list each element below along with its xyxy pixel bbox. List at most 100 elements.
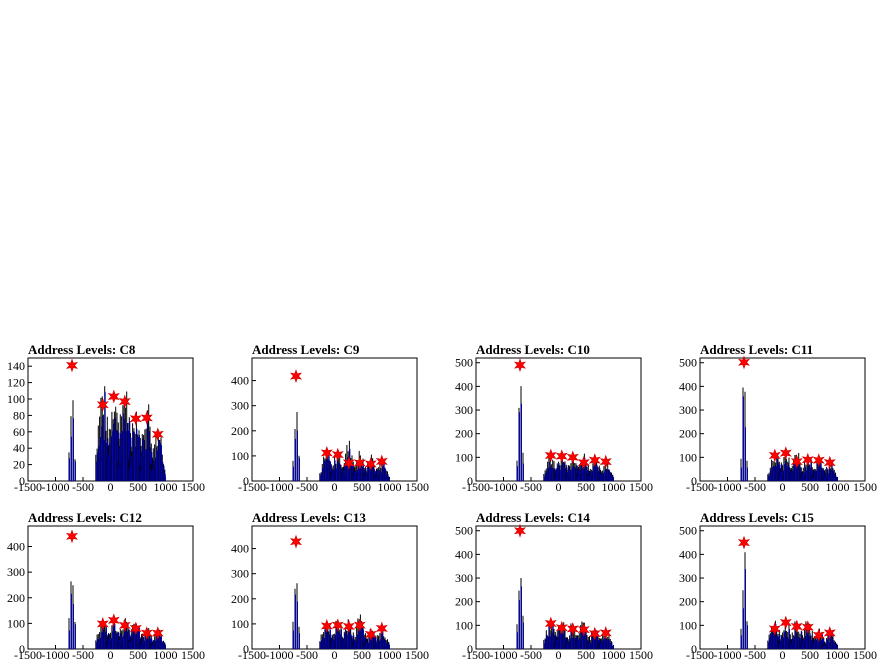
x-tick-label: 1000 (826, 480, 850, 494)
x-tick-label: -1000 (266, 648, 294, 662)
peak-marker (129, 621, 142, 636)
peak-marker (289, 534, 303, 549)
y-tick-label: 0 (19, 642, 25, 656)
x-tick-label: 0 (556, 480, 562, 494)
x-tick-label: 1500 (629, 648, 653, 662)
peak-marker (577, 622, 590, 637)
peak-marker (353, 618, 366, 633)
x-tick-label: 0 (780, 648, 786, 662)
y-tick-label: 400 (455, 379, 473, 393)
panel-3: Address Levels: C10 -1500 -1000 -500 0 500 100… (455, 342, 653, 494)
panel-5: Address Levels: C12 -1500 -1000 -500 0 500 100… (7, 510, 205, 662)
x-tick-label: -1000 (42, 648, 70, 662)
x-tick-label: -1000 (714, 648, 742, 662)
panel-title: Address Levels: C12 (28, 510, 142, 525)
peak-marker (779, 446, 792, 461)
y-tick-label: 500 (679, 524, 697, 538)
x-tick-label: 1000 (378, 480, 402, 494)
peak-marker (353, 455, 366, 470)
peak-marker (289, 369, 303, 384)
peak-marker (823, 455, 836, 470)
y-tick-label: 300 (455, 403, 473, 417)
y-tick-label: 400 (231, 374, 249, 388)
y-tick-label: 20 (13, 458, 25, 472)
y-tick-label: 400 (679, 547, 697, 561)
peak-marker (566, 450, 579, 465)
y-tick-label: 40 (13, 441, 25, 455)
y-tick-label: 200 (7, 591, 25, 605)
x-tick-label: 1500 (181, 648, 205, 662)
y-tick-label: 400 (455, 547, 473, 561)
y-tick-label: 300 (231, 399, 249, 413)
y-tick-label: 200 (455, 427, 473, 441)
panel-6: Address Levels: C13 -1500 -1000 -500 0 500 100… (231, 510, 429, 662)
y-tick-label: 80 (13, 408, 25, 422)
x-tick-label: 500 (577, 480, 595, 494)
x-tick-label: 500 (353, 648, 371, 662)
x-tick-label: -1500 (686, 648, 714, 662)
peak-marker (823, 625, 836, 640)
y-tick-label: 100 (231, 617, 249, 631)
x-tick-label: -1500 (14, 480, 42, 494)
peak-marker (737, 535, 751, 550)
peak-marker (331, 618, 344, 633)
y-tick-label: 100 (7, 616, 25, 630)
y-tick-label: 200 (679, 595, 697, 609)
y-tick-label: 140 (7, 359, 25, 373)
x-tick-label: -1500 (686, 480, 714, 494)
x-tick-label: -1000 (42, 480, 70, 494)
x-tick-label: 1000 (154, 480, 178, 494)
peak-marker (331, 447, 344, 462)
x-tick-label: -1500 (462, 648, 490, 662)
peak-marker (342, 619, 355, 634)
x-tick-label: 500 (801, 480, 819, 494)
peak-marker (375, 621, 388, 636)
x-tick-label: -500 (520, 480, 542, 494)
x-tick-label: -1000 (490, 648, 518, 662)
peak-marker (320, 618, 333, 633)
x-tick-label: 500 (353, 480, 371, 494)
panel-title: Address Levels: C14 (476, 510, 590, 525)
y-tick-label: 0 (243, 642, 249, 656)
y-tick-label: 300 (7, 565, 25, 579)
y-tick-label: 100 (455, 450, 473, 464)
x-tick-label: 1500 (405, 480, 429, 494)
peak-marker (599, 454, 612, 469)
y-tick-label: 200 (231, 424, 249, 438)
x-tick-label: 1000 (826, 648, 850, 662)
x-tick-label: -1000 (266, 480, 294, 494)
panel-title: Address Levels: C11 (700, 342, 813, 357)
panel-2: Address Levels: C9-1500 -1000 -500 0 500 1000… (231, 342, 429, 494)
peak-marker (812, 453, 825, 468)
peak-marker (107, 389, 120, 404)
x-tick-label: 0 (332, 480, 338, 494)
peak-marker (599, 625, 612, 640)
peak-marker (151, 626, 164, 641)
x-tick-label: 0 (780, 480, 786, 494)
peak-marker (65, 529, 79, 544)
panel-title: Address Levels: C13 (252, 510, 366, 525)
x-tick-label: 0 (108, 648, 114, 662)
x-tick-label: 500 (801, 648, 819, 662)
peak-marker (555, 620, 568, 635)
peak-marker (544, 448, 557, 463)
y-tick-label: 500 (455, 356, 473, 370)
y-tick-label: 400 (7, 540, 25, 554)
x-tick-label: 1500 (405, 648, 429, 662)
peak-marker (96, 616, 109, 631)
x-tick-label: 1000 (154, 648, 178, 662)
x-tick-label: -1000 (714, 480, 742, 494)
x-tick-label: 0 (332, 648, 338, 662)
peak-marker (140, 626, 153, 641)
x-tick-label: -500 (72, 648, 94, 662)
panel-4: Address Levels: C11 -1500 -1000 -500 0 500 100… (679, 342, 877, 494)
y-tick-label: 0 (19, 474, 25, 488)
peak-marker (364, 456, 377, 471)
panel-title: Address Levels: C15 (700, 510, 814, 525)
peak-marker (801, 620, 814, 635)
peak-marker (790, 454, 803, 469)
peak-marker (118, 394, 131, 409)
peak-marker (65, 358, 79, 373)
peak-marker (588, 453, 601, 468)
